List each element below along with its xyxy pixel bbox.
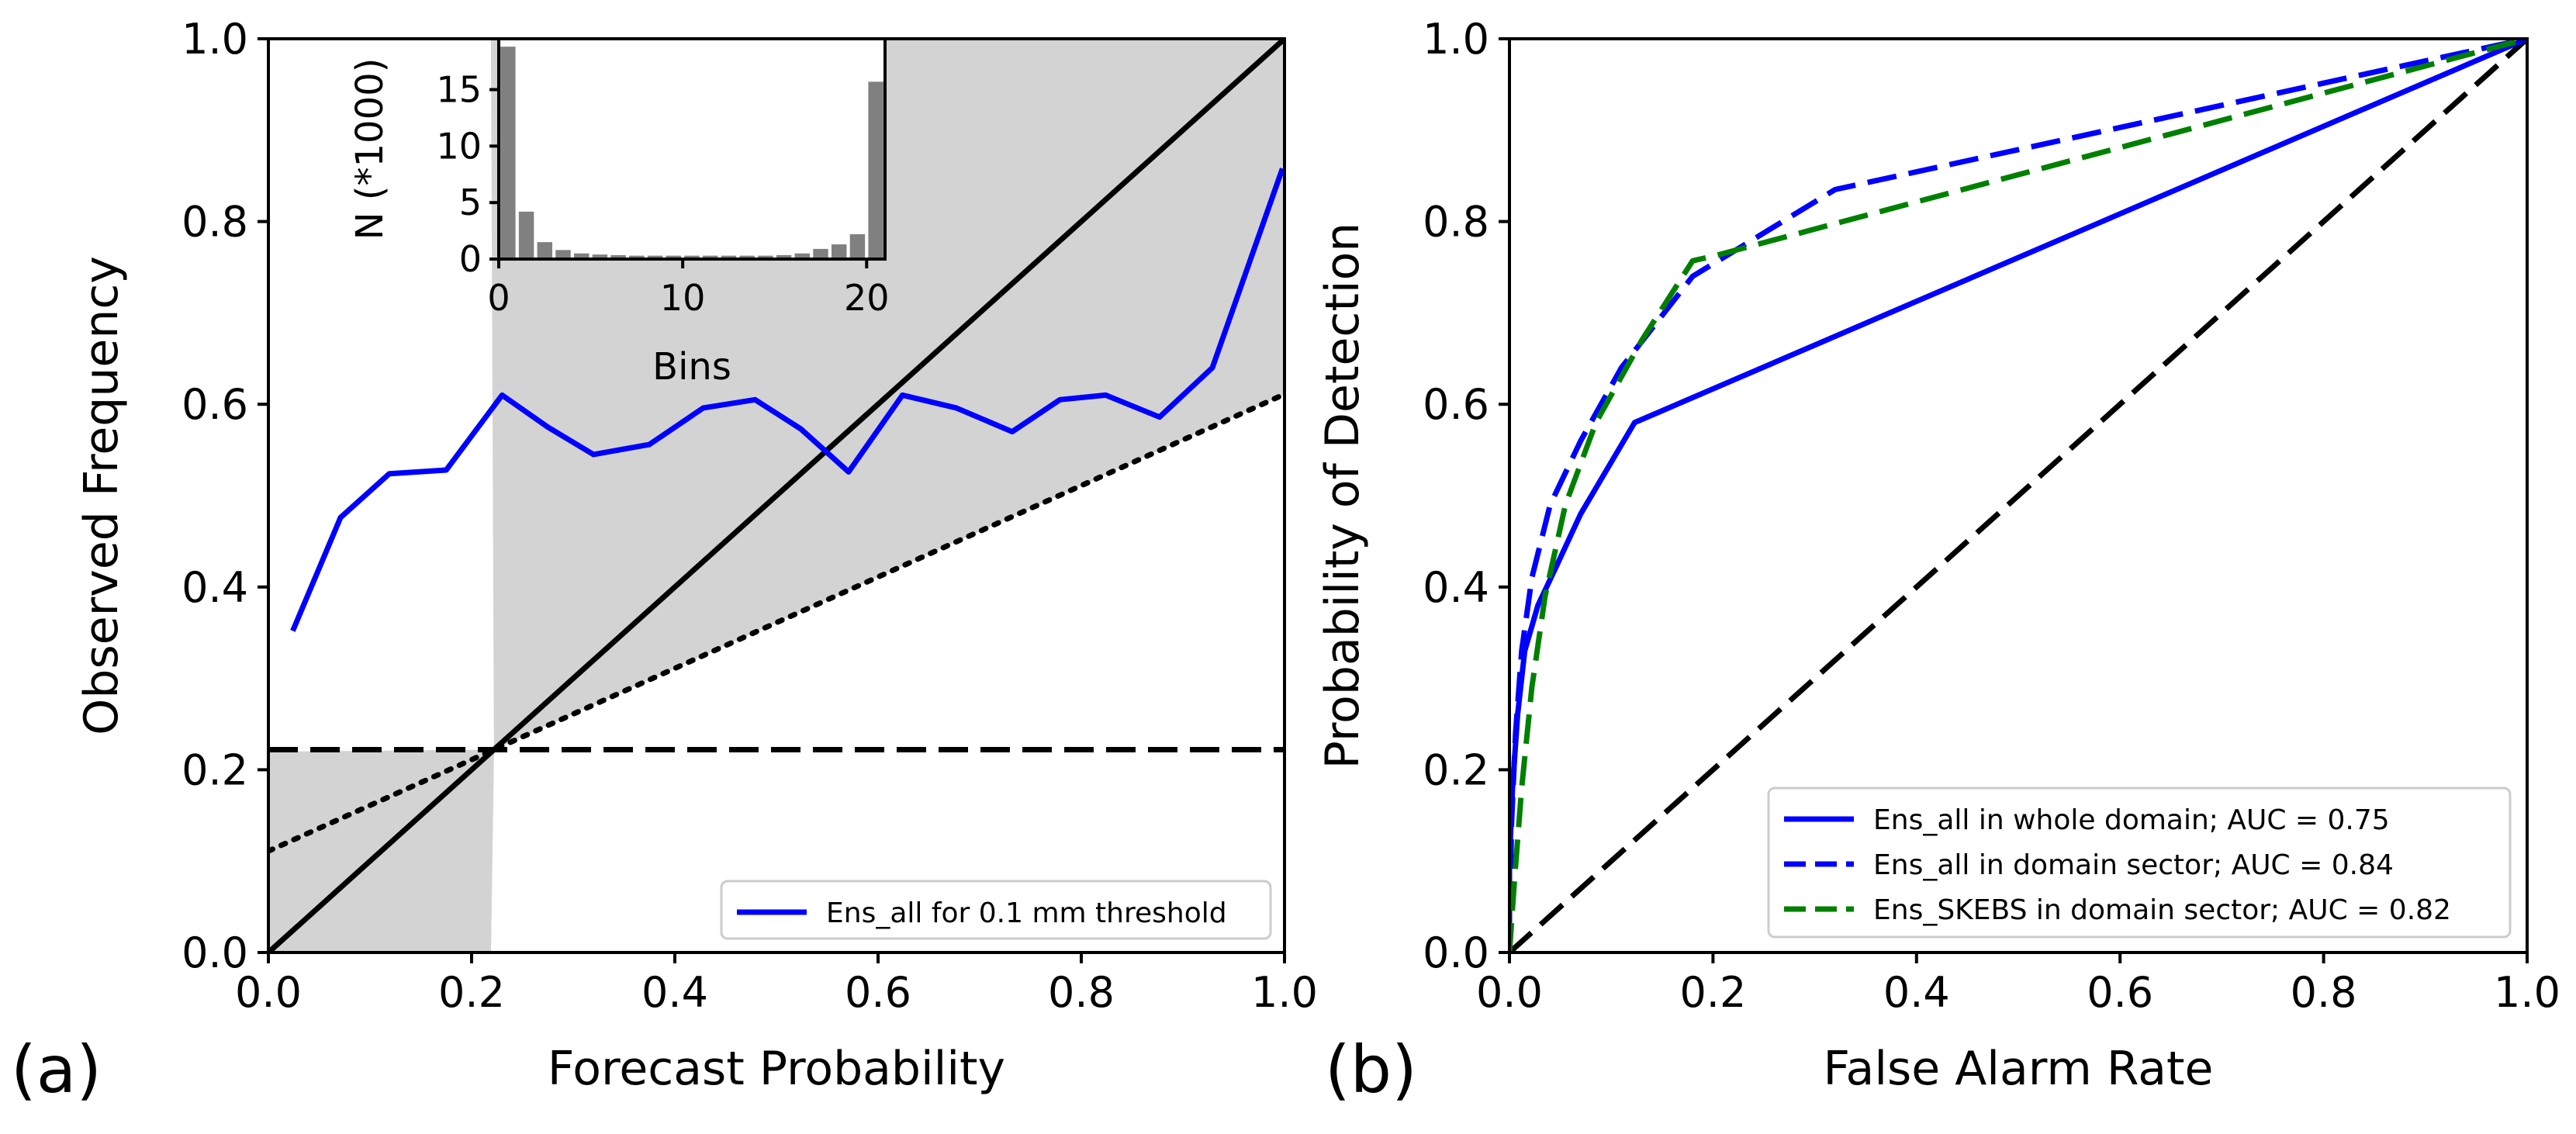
inset-bar [537,242,553,259]
inset-bar [776,254,792,259]
legend-label-2: Ens_all in domain sector; AUC = 0.84 [1873,849,2394,881]
inset-background [499,39,885,259]
inset-x-tick-label: 10 [660,277,706,319]
inset-histogram: 0 10 20 0 5 10 15 Bins N (*1000) [348,37,890,389]
series-line-1 [290,168,1285,632]
y-axis-label: Observed Frequency [74,256,129,735]
x-tick-label: 0.8 [2291,968,2357,1017]
inset-bar [739,255,755,259]
inset-bar [721,255,737,259]
inset-y-tick-label: 10 [436,125,482,167]
y-tick-label: 0.6 [182,380,248,429]
inset-bar [518,211,534,259]
x-axis-label: False Alarm Rate [1824,1042,2214,1096]
panel-label: (a) [11,1032,102,1108]
x-tick-label: 0.4 [1883,968,1950,1017]
y-tick-label: 1.0 [182,15,248,64]
inset-bar [684,255,700,259]
inset-bar [629,255,645,259]
inset-bar [868,81,883,259]
legend-label-1: Ens_all for 0.1 mm threshold [826,897,1227,929]
inset-bar [831,244,847,259]
x-tick-label: 0.2 [1679,968,1746,1017]
x-tick-label: 1.0 [1251,968,1318,1017]
legend-label-3: Ens_SKEBS in domain sector; AUC = 0.82 [1873,894,2451,926]
axes-frame [1508,37,2529,954]
inset-bar [592,254,608,259]
x-tick-label: 0.0 [1476,968,1543,1017]
inset-x-tick-label: 20 [844,277,890,319]
y-tick-label: 0.4 [182,563,248,612]
x-tick-label: 0.6 [845,968,911,1017]
y-tick-label: 0.4 [1423,563,1489,612]
y-tick-label: 0.0 [1423,928,1489,977]
inset-y-tick-label: 15 [436,69,482,111]
y-tick-label: 0.0 [182,928,248,977]
inset-y-tick-label: 5 [459,182,482,223]
inset-bar [813,248,828,259]
panel-label: (b) [1325,1032,1417,1108]
x-tick-label: 1.0 [2494,968,2560,1017]
inset-y-axis-label: N (*1000) [348,58,392,240]
inset-frame [497,37,887,261]
inset-bar [555,250,571,259]
inset-bar [849,233,866,259]
reference-line-perfect-reliability [268,39,1285,952]
inset-x-axis-label: Bins [652,345,731,389]
x-tick-label: 0.6 [2087,968,2153,1017]
y-tick-label: 1.0 [1423,15,1489,64]
reference-line-no-skill [268,391,1285,854]
y-tick-label: 0.2 [1423,745,1489,794]
inset-bar [500,47,516,259]
inset-bar [758,255,773,259]
chart-panel-roc: 0.0 0.2 0.4 0.6 0.8 1.0 0.0 0.2 0.4 0.6 0.8 1.0 Fals… [1316,15,2560,1108]
y-tick-label: 0.8 [182,198,248,247]
inset-bar [610,254,626,259]
series-line-3 [1509,39,2527,952]
y-tick-label: 0.8 [1423,198,1489,247]
x-tick-label: 0.8 [1048,968,1115,1017]
x-tick-label: 0.2 [438,968,505,1017]
x-tick-label: 0.4 [641,968,708,1017]
legend-label-1: Ens_all in whole domain; AUC = 0.75 [1873,804,2390,836]
reference-line-no-skill-diagonal [1509,39,2527,952]
y-tick-label: 0.6 [1423,380,1489,429]
inset-x-tick-label: 0 [487,277,510,319]
inset-bar [666,255,682,259]
inset-bar [794,253,811,259]
inset-bar [647,255,663,259]
inset-bar [573,253,590,259]
legend-box [1767,787,2512,939]
y-tick-label: 0.2 [182,745,248,794]
inset-bar [702,255,718,259]
y-axis-label: Probability of Detection [1316,223,1370,769]
x-tick-label: 0.0 [235,968,302,1017]
inset-y-tick-label: 0 [459,238,482,280]
legend-box [720,880,1272,940]
x-axis-label: Forecast Probability [548,1042,1005,1096]
